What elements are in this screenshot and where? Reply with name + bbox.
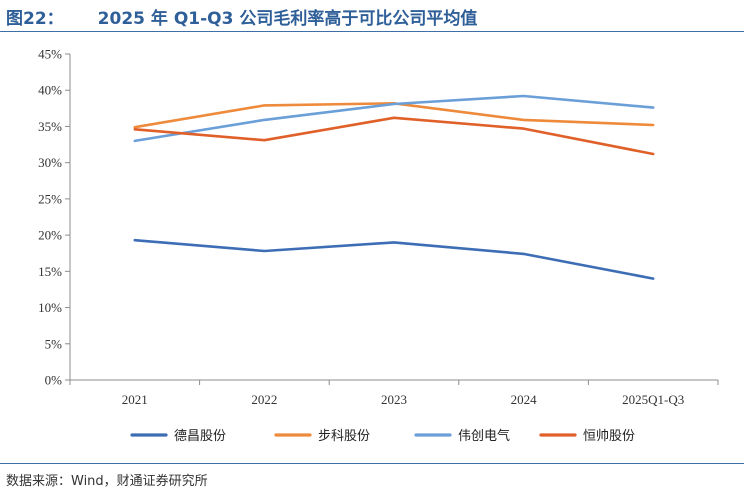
figure-title: 图22： 2025 年 Q1-Q3 公司毛利率高于可比公司平均值	[6, 4, 477, 29]
y-tick-label: 5%	[45, 336, 63, 351]
y-tick-label: 40%	[38, 83, 62, 98]
figure-title-text: 2025 年 Q1-Q3 公司毛利率高于可比公司平均值	[97, 9, 478, 29]
y-tick-label: 0%	[45, 373, 63, 388]
y-tick-label: 25%	[38, 191, 62, 206]
x-tick-label: 2023	[381, 392, 407, 407]
legend-label: 恒帅股份	[583, 429, 635, 444]
x-tick-label: 2025Q1-Q3	[622, 392, 684, 407]
y-tick-label: 15%	[38, 264, 62, 279]
y-tick-label: 35%	[38, 119, 62, 134]
legend-label: 伟创电气	[458, 428, 510, 444]
title-rule	[0, 31, 744, 32]
series-line-3	[133, 94, 655, 143]
series-line-1	[133, 238, 655, 280]
x-tick-label: 2022	[251, 392, 277, 407]
legend-label: 德昌股份	[174, 429, 226, 444]
legend-label: 步科股份	[318, 429, 370, 444]
y-tick-label: 10%	[38, 300, 62, 315]
source-note: 数据来源：Wind，财通证券研究所	[6, 474, 208, 489]
y-tick-label: 20%	[38, 228, 62, 243]
series-line-4	[133, 116, 655, 156]
y-tick-label: 45%	[38, 47, 62, 62]
series-line-2	[133, 102, 655, 129]
y-tick-label: 30%	[38, 155, 62, 170]
x-tick-label: 2021	[122, 392, 148, 407]
x-tick-label: 2024	[511, 392, 538, 407]
footer-rule	[0, 463, 744, 464]
figure-number: 图22：	[6, 9, 64, 29]
